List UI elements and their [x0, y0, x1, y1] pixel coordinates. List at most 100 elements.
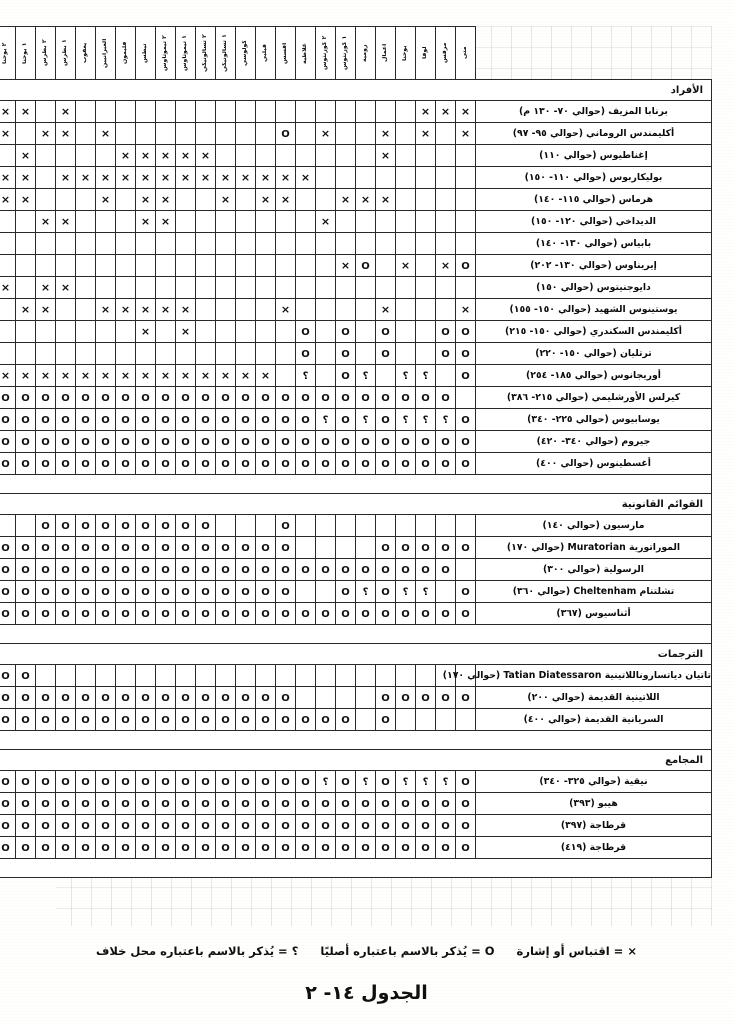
cell: [75, 254, 96, 277]
cell: O: [135, 814, 156, 837]
mark-original: O: [41, 392, 50, 404]
cell: ×: [15, 144, 36, 167]
row-label: بوليكاربوس (حوالي ١١٠- ١٥٠): [475, 166, 712, 189]
cell: [235, 514, 256, 537]
cell: O: [275, 792, 296, 815]
column-header-13: ١ تسالونيكي: [215, 26, 236, 80]
cell: [295, 276, 316, 299]
cell: O: [115, 836, 136, 859]
cell: O: [75, 686, 96, 709]
mark-original: O: [221, 798, 230, 810]
mark-original: O: [161, 436, 170, 448]
mark-original: O: [81, 436, 90, 448]
mark-quote: ×: [300, 171, 311, 184]
mark-original: O: [401, 392, 410, 404]
cell: O: [215, 408, 236, 431]
cell: [395, 514, 416, 537]
cell: O: [415, 792, 436, 815]
column-header-label: فليمون: [122, 41, 129, 65]
cell: O: [35, 602, 56, 625]
column-header-label: فيلبي: [262, 44, 269, 62]
cell: ×: [95, 364, 116, 387]
mark-original: O: [21, 414, 30, 426]
cell: [175, 232, 196, 255]
mark-quote: ×: [320, 127, 331, 140]
cell: [355, 100, 376, 123]
cell: O: [35, 686, 56, 709]
row-label: جيروم (حوالي ٣٤٠- ٤٢٠): [475, 430, 712, 453]
mark-original: O: [321, 392, 330, 404]
cell: O: [335, 320, 356, 343]
cell: [435, 188, 456, 211]
cell: ×: [95, 122, 116, 145]
table-row: إغناطيوس (حوالي ١١٠) × × × × × × ×: [0, 144, 712, 167]
mark-original: O: [361, 820, 370, 832]
column-header-7: ١ كورنثوس: [335, 26, 356, 80]
cell: [95, 100, 116, 123]
cell: O: [175, 514, 196, 537]
table-row: إيريناوس (حوالي ١٣٠- ٢٠٢) O × × O ×: [0, 254, 712, 277]
mark-original: O: [221, 436, 230, 448]
mark-original: O: [381, 692, 390, 704]
mark-original: O: [121, 714, 130, 726]
cell: O: [55, 452, 76, 475]
cell: [155, 342, 176, 365]
mark-original: O: [61, 436, 70, 448]
cell: O: [295, 770, 316, 793]
mark-original: O: [341, 820, 350, 832]
cell: O: [375, 580, 396, 603]
cell: O: [335, 708, 356, 731]
cell: [455, 708, 476, 731]
cell: [195, 664, 216, 687]
mark-original: O: [81, 392, 90, 404]
mark-original: O: [301, 608, 310, 620]
mark-original: O: [321, 798, 330, 810]
cell: [295, 254, 316, 277]
mark-original: O: [361, 392, 370, 404]
cell: [55, 254, 76, 277]
cell: [115, 122, 136, 145]
mark-original: O: [341, 326, 350, 338]
cell: O: [75, 386, 96, 409]
cell: O: [135, 792, 156, 815]
row-label: نيقية (حوالي ٣٢٥- ٣٤٠): [475, 770, 712, 793]
mark-original: O: [281, 608, 290, 620]
cell: [435, 232, 456, 255]
cell: [115, 320, 136, 343]
mark-original: O: [121, 798, 130, 810]
mark-original: O: [161, 586, 170, 598]
spacer-cell: [0, 474, 712, 494]
mark-original: O: [181, 458, 190, 470]
cell: O: [315, 602, 336, 625]
cell: [315, 298, 336, 321]
mark-quote: ×: [20, 105, 31, 118]
cell: O: [335, 558, 356, 581]
cell: [95, 664, 116, 687]
cell: [235, 298, 256, 321]
cell: O: [195, 430, 216, 453]
mark-original: O: [361, 608, 370, 620]
mark-original: O: [401, 820, 410, 832]
cell: O: [195, 536, 216, 559]
cell: O: [375, 320, 396, 343]
cell: O: [55, 708, 76, 731]
mark-original: O: [221, 392, 230, 404]
cell: O: [135, 558, 156, 581]
cell: O: [455, 408, 476, 431]
cell: ×: [175, 320, 196, 343]
mark-quote: ×: [440, 105, 451, 118]
cell: [355, 298, 376, 321]
mark-quote: ×: [140, 325, 151, 338]
cell: O: [455, 792, 476, 815]
cell: O: [195, 792, 216, 815]
cell: [455, 188, 476, 211]
mark-quote: ×: [380, 149, 391, 162]
cell: O: [255, 408, 276, 431]
cell: ×: [155, 166, 176, 189]
cell: [135, 664, 156, 687]
mark-disputed: ؟: [442, 776, 449, 788]
cell: O: [295, 814, 316, 837]
cell: ×: [35, 210, 56, 233]
cell: O: [455, 254, 476, 277]
table-row: بوليكاربوس (حوالي ١١٠- ١٥٠) × × × × × × × × × × × × ×…: [0, 166, 712, 189]
